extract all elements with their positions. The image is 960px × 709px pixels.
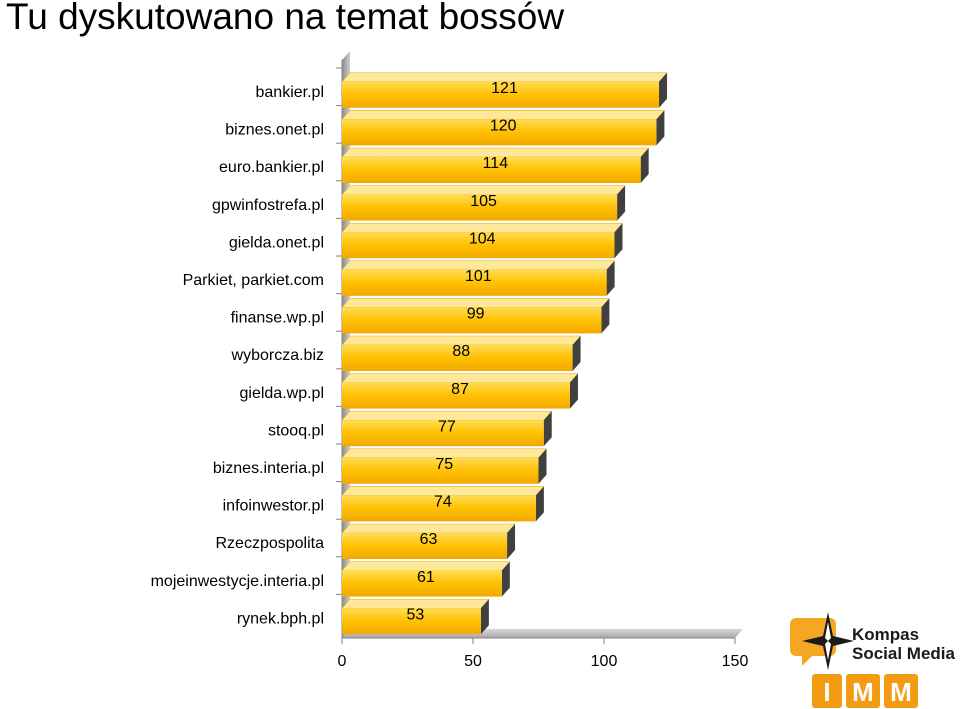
- bar: [341, 72, 668, 108]
- category-label: mojeinwestycje.interia.pl: [151, 573, 324, 590]
- category-label: euro.bankier.pl: [219, 159, 324, 176]
- bar: [341, 222, 624, 259]
- logo-letter-m1: M: [852, 677, 874, 707]
- x-tick-label: 50: [464, 653, 482, 670]
- value-labels: 121 120 114 105 104 101 99 88 87 77 75 74 63 61 53: [407, 80, 518, 623]
- value-label: 75: [435, 456, 453, 473]
- logo-line2: Social Media: [852, 644, 956, 663]
- category-label: biznes.onet.pl: [225, 122, 324, 139]
- bar: [341, 260, 616, 296]
- category-label: infoinwestor.pl: [223, 498, 324, 515]
- logo-letter-i: I: [823, 677, 830, 707]
- value-label: 105: [470, 193, 497, 210]
- value-label: 53: [407, 606, 425, 623]
- bar: [341, 486, 545, 522]
- logo-line1: Kompas: [852, 625, 919, 644]
- category-label: wyborcza.biz: [231, 347, 324, 364]
- value-label: 99: [467, 306, 485, 323]
- value-label: 77: [438, 418, 456, 435]
- category-label: Rzeczpospolita: [216, 535, 325, 552]
- value-label: 120: [490, 118, 517, 135]
- bar: [341, 598, 490, 635]
- value-label: 87: [451, 381, 469, 398]
- category-label: finanse.wp.pl: [231, 310, 324, 327]
- value-label: 114: [483, 155, 509, 172]
- category-label: gpwinfostrefa.pl: [212, 197, 324, 214]
- x-tick-label: 150: [722, 653, 749, 670]
- bar: [341, 185, 626, 221]
- bar: [341, 448, 548, 484]
- x-tick-label: 100: [591, 653, 618, 670]
- bar: [341, 561, 511, 597]
- bar: [341, 298, 610, 334]
- logo-letter-m2: M: [890, 677, 912, 707]
- bar: [341, 410, 553, 447]
- category-label: stooq.pl: [268, 422, 324, 439]
- bar: [341, 373, 579, 409]
- category-label: gielda.onet.pl: [229, 234, 324, 251]
- value-label: 121: [491, 80, 518, 97]
- category-label: Parkiet, parkiet.com: [183, 272, 324, 289]
- x-tick-label: 0: [338, 653, 347, 670]
- value-label: 74: [434, 494, 452, 511]
- value-label: 63: [420, 531, 438, 548]
- category-label: rynek.bph.pl: [237, 610, 324, 627]
- category-labels: bankier.pl biznes.onet.pl euro.bankier.pl g…: [151, 84, 325, 627]
- value-label: 104: [469, 230, 496, 247]
- bar: [341, 147, 650, 183]
- value-label: 88: [452, 343, 470, 360]
- category-label: gielda.wp.pl: [240, 385, 325, 402]
- bar: [341, 110, 665, 146]
- value-label: 101: [465, 268, 492, 285]
- page-title: Tu dyskutowano na temat bossów: [6, 0, 565, 37]
- category-label: bankier.pl: [256, 84, 325, 101]
- bar: [341, 335, 582, 371]
- bar: [341, 523, 516, 559]
- value-label: 61: [417, 569, 435, 586]
- category-label: biznes.interia.pl: [213, 460, 324, 477]
- bars-group: [341, 72, 668, 635]
- x-axis: 0 50 100 150: [338, 637, 749, 670]
- kompas-imm-logo: Kompas Social Media I M M: [790, 612, 956, 708]
